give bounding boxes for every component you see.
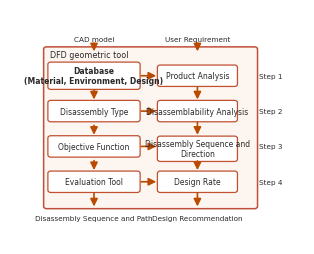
Text: Disassembly Type: Disassembly Type: [60, 107, 128, 116]
Text: Product Analysis: Product Analysis: [166, 72, 229, 81]
Text: Design Rate: Design Rate: [174, 178, 221, 186]
Text: Design Recommendation: Design Recommendation: [152, 215, 243, 221]
Text: Step 1: Step 1: [259, 73, 283, 80]
FancyBboxPatch shape: [157, 171, 237, 193]
FancyBboxPatch shape: [48, 63, 140, 90]
FancyBboxPatch shape: [157, 137, 237, 162]
Text: DFD geometric tool: DFD geometric tool: [50, 51, 129, 60]
Text: User Requirement: User Requirement: [165, 37, 230, 43]
Text: Disassembly Sequence and Path: Disassembly Sequence and Path: [35, 215, 153, 221]
Text: Objective Function: Objective Function: [58, 142, 130, 151]
FancyBboxPatch shape: [48, 171, 140, 193]
FancyBboxPatch shape: [44, 48, 257, 209]
Text: Evaluation Tool: Evaluation Tool: [65, 178, 123, 186]
Text: CAD model: CAD model: [74, 37, 114, 43]
FancyBboxPatch shape: [48, 101, 140, 122]
FancyBboxPatch shape: [48, 136, 140, 157]
Text: Step 2: Step 2: [259, 109, 283, 115]
Text: Step 3: Step 3: [259, 144, 283, 150]
Text: Database
(Material, Environment, Design): Database (Material, Environment, Design): [24, 67, 164, 86]
FancyBboxPatch shape: [157, 101, 237, 122]
Text: Disassemblability Analysis: Disassemblability Analysis: [146, 107, 249, 116]
FancyBboxPatch shape: [157, 66, 237, 87]
Text: Step 4: Step 4: [259, 179, 283, 185]
Text: Disassembly Sequence and
Direction: Disassembly Sequence and Direction: [145, 139, 250, 159]
